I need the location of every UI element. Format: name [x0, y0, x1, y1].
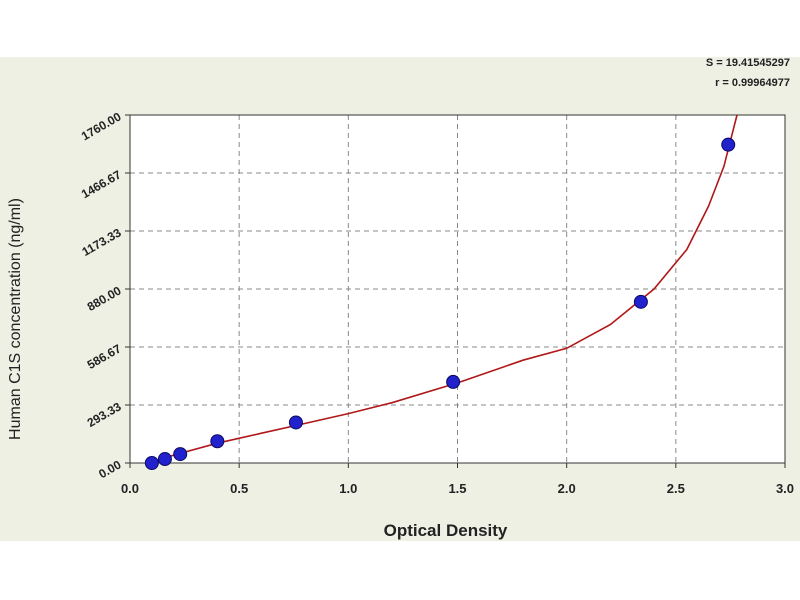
data-point	[173, 447, 188, 462]
x-tick-label: 0.5	[230, 481, 248, 496]
data-point	[210, 434, 225, 449]
fit-s-value: S = 19.41545297	[705, 57, 790, 69]
x-tick-label: 1.5	[448, 481, 466, 496]
chart-figure: S = 19.41545297 r = 0.99964977 0.0 0.5 1.0…	[0, 57, 800, 541]
x-tick-label: 3.0	[776, 481, 794, 496]
y-tick-label: 0.00	[96, 457, 124, 481]
data-point	[721, 137, 736, 152]
x-tick-label: 0.0	[121, 481, 139, 496]
data-point	[288, 415, 303, 430]
fit-curve	[149, 114, 738, 464]
data-point	[446, 374, 461, 389]
fit-r-value: r = 0.99964977	[715, 77, 790, 89]
x-tick-label: 1.0	[339, 481, 357, 496]
data-point	[157, 452, 172, 467]
y-tick-label: 1173.33	[80, 225, 124, 259]
y-tick-label: 586.67	[85, 341, 124, 372]
x-tick-label: 2.5	[667, 481, 685, 496]
data-point	[633, 294, 648, 309]
chart-svg: 0.0 0.5 1.0 1.5 2.0 2.5 3.0 0.00 293.33 586.67 880…	[7, 109, 794, 540]
x-tick-label: 2.0	[558, 481, 576, 496]
data-point	[144, 456, 159, 470]
y-axis-title: Human C1S concentration (ng/ml)	[7, 198, 24, 440]
y-tick-label: 1466.67	[79, 167, 124, 201]
y-tick-label: 1760.00	[79, 109, 124, 143]
y-tick-label: 293.33	[85, 399, 124, 430]
x-axis-title: Optical Density	[384, 521, 508, 540]
y-tick-label: 880.00	[85, 283, 124, 314]
